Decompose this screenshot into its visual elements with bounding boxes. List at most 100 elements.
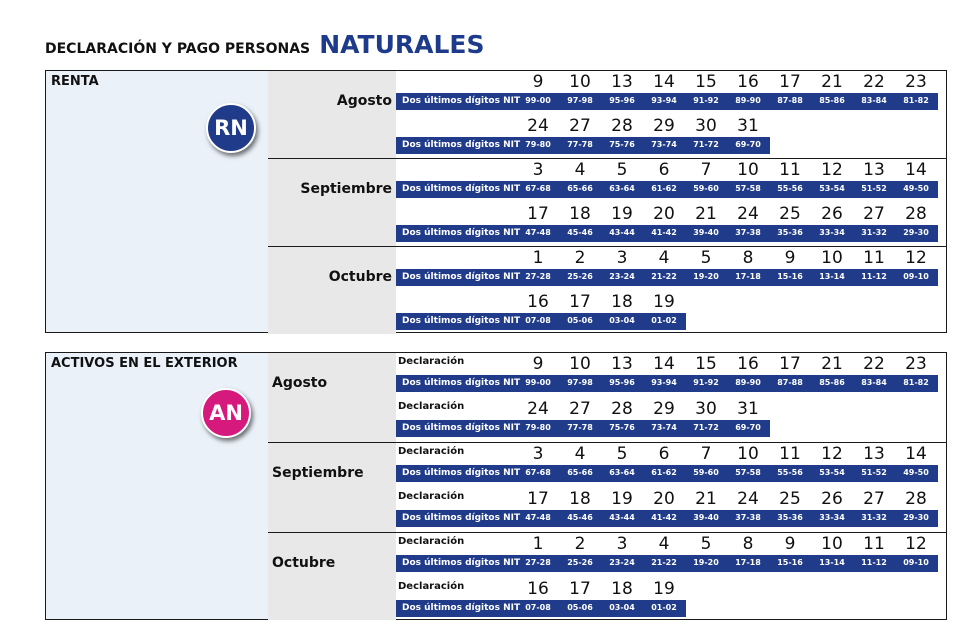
nit-digits: 67-68 (525, 468, 551, 477)
date-block: Declaración 3 4 5 6 7 10 11 12 13 14 Dos últimos dí… (396, 443, 946, 488)
day-number: 16 (737, 354, 759, 374)
day-number: 29 (653, 116, 675, 136)
nit-digits: 51-52 (861, 468, 887, 477)
day-number: 16 (527, 292, 549, 312)
nit-digits: 53-54 (819, 184, 845, 193)
day-number: 10 (737, 160, 759, 180)
nit-digits: 77-78 (567, 423, 593, 432)
digits-bar: Dos últimos dígitos NIT 47-48 45-46 43-44 41… (396, 225, 938, 242)
day-number: 24 (737, 489, 759, 509)
page-title: DECLARACIÓN Y PAGO PERSONAS NATURALES (45, 30, 485, 59)
digits-header-label: Dos últimos dígitos NIT (402, 228, 521, 238)
digits-header-label: Dos últimos dígitos NIT (402, 184, 521, 194)
nit-digits: 41-42 (651, 513, 677, 522)
day-number: 1 (532, 248, 544, 268)
date-block: 16 17 18 19 Dos últimos dígitos NIT 07-08 05-0… (396, 291, 946, 335)
digits-bar: Dos últimos dígitos NIT 99-00 97-98 95-96 93… (396, 93, 938, 110)
nit-digits: 39-40 (693, 513, 719, 522)
month-divider (396, 532, 946, 533)
day-number: 5 (700, 534, 712, 554)
day-number: 24 (527, 116, 549, 136)
month-cell: Octubre (268, 533, 396, 620)
day-number: 25 (779, 204, 801, 224)
nit-digits: 25-26 (567, 558, 593, 567)
nit-digits: 31-32 (861, 513, 887, 522)
nit-digits: 09-10 (903, 558, 929, 567)
day-number: 18 (611, 292, 633, 312)
day-number: 16 (527, 579, 549, 599)
title-main: NATURALES (319, 30, 485, 59)
digits-row: Dos últimos dígitos NIT 99-00 97-98 95-96 93… (396, 93, 946, 110)
month-cell: Octubre (268, 247, 396, 334)
nit-digits: 09-10 (903, 272, 929, 281)
nit-digits: 65-66 (567, 468, 593, 477)
month-divider (396, 246, 946, 247)
digits-header-label: Dos últimos dígitos NIT (402, 603, 521, 613)
nit-digits: 73-74 (651, 140, 677, 149)
day-number: 17 (569, 292, 591, 312)
day-number: 24 (527, 399, 549, 419)
nit-digits: 89-90 (735, 378, 761, 387)
section-left-column: ACTIVOS EN EL EXTERIOR AN (46, 353, 269, 619)
digits-bar: Dos últimos dígitos NIT 79-80 77-78 75-76 73… (396, 137, 770, 154)
digits-bar: Dos últimos dígitos NIT 79-80 77-78 75-76 73… (396, 420, 770, 437)
nit-digits: 47-48 (525, 228, 551, 237)
month-label: Agosto (272, 375, 328, 391)
nit-digits: 15-16 (777, 272, 803, 281)
day-number: 27 (569, 399, 591, 419)
day-number: 19 (611, 204, 633, 224)
day-number: 25 (779, 489, 801, 509)
nit-digits: 13-14 (819, 272, 845, 281)
day-number: 16 (737, 72, 759, 92)
nit-digits: 79-80 (525, 140, 551, 149)
nit-digits: 23-24 (609, 558, 635, 567)
day-number: 30 (695, 399, 717, 419)
digits-header-label: Dos últimos dígitos NIT (402, 513, 521, 523)
day-number: 9 (784, 534, 796, 554)
nit-digits: 17-18 (735, 558, 761, 567)
day-number: 5 (616, 160, 628, 180)
nit-digits: 65-66 (567, 184, 593, 193)
section-badge-icon: AN (201, 388, 251, 438)
day-number: 10 (569, 72, 591, 92)
day-number: 20 (653, 204, 675, 224)
nit-digits: 61-62 (651, 184, 677, 193)
declaracion-label: Declaración (398, 356, 465, 367)
nit-digits: 43-44 (609, 228, 635, 237)
day-number: 27 (863, 204, 885, 224)
nit-digits: 85-86 (819, 96, 845, 105)
digits-header-label: Dos últimos dígitos NIT (402, 468, 521, 478)
digits-header-label: Dos últimos dígitos NIT (402, 96, 521, 106)
declaracion-label: Declaración (398, 581, 465, 592)
date-block: Declaración 17 18 19 20 21 24 25 26 27 28 Dos últim… (396, 488, 946, 533)
nit-digits: 87-88 (777, 378, 803, 387)
day-number: 10 (737, 444, 759, 464)
month-label: Octubre (328, 269, 392, 285)
day-number: 3 (616, 534, 628, 554)
day-number: 21 (821, 72, 843, 92)
day-number: 12 (821, 444, 843, 464)
day-number: 2 (574, 248, 586, 268)
days-row: Declaración 24 27 28 29 30 31 (396, 398, 946, 420)
nit-digits: 95-96 (609, 96, 635, 105)
declaracion-label: Declaración (398, 401, 465, 412)
nit-digits: 35-36 (777, 228, 803, 237)
digits-row: Dos últimos dígitos NIT 27-28 25-26 23-24 21… (396, 555, 946, 572)
day-number: 18 (569, 489, 591, 509)
nit-digits: 29-30 (903, 513, 929, 522)
day-number: 10 (821, 534, 843, 554)
nit-digits: 37-38 (735, 228, 761, 237)
nit-digits: 59-60 (693, 184, 719, 193)
date-block: 1 2 3 4 5 8 9 10 11 12 Dos últimos dígitos NIT 27-2… (396, 247, 946, 291)
nit-digits: 83-84 (861, 96, 887, 105)
digits-bar: Dos últimos dígitos NIT 07-08 05-06 03-04 01… (396, 600, 686, 617)
nit-digits: 85-86 (819, 378, 845, 387)
day-number: 1 (532, 534, 544, 554)
day-number: 31 (737, 116, 759, 136)
digits-bar: Dos últimos dígitos NIT 27-28 25-26 23-24 21… (396, 269, 938, 286)
day-number: 19 (653, 292, 675, 312)
nit-digits: 95-96 (609, 378, 635, 387)
day-number: 30 (695, 116, 717, 136)
nit-digits: 01-02 (651, 316, 677, 325)
digits-row: Dos últimos dígitos NIT 79-80 77-78 75-76 73… (396, 420, 946, 437)
